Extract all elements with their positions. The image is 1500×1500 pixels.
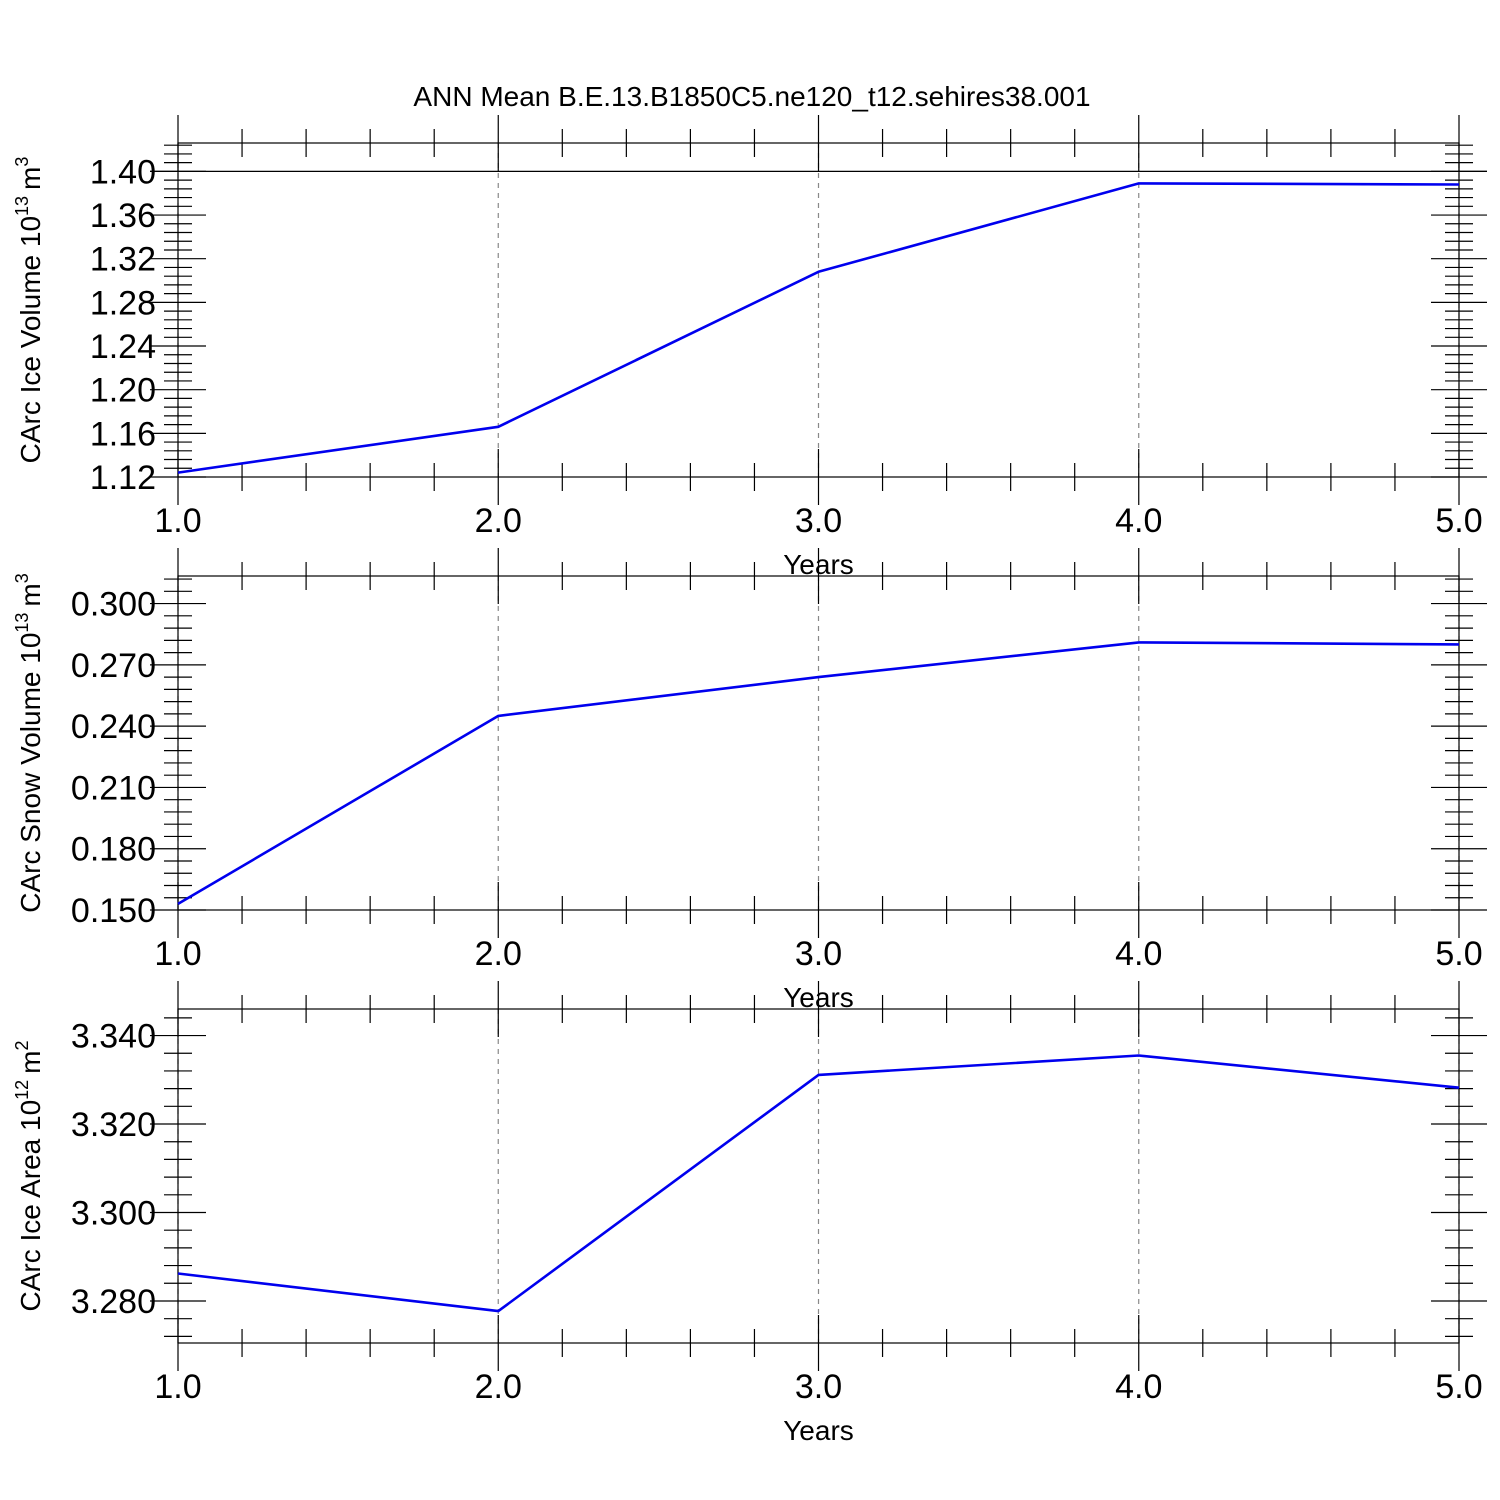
snow-volume-ytick-label-0: 0.150	[71, 892, 156, 930]
snow-volume-y-axis-title-unit: m	[15, 583, 46, 606]
ice-area-y-axis-title-unit-exponent: 2	[12, 1040, 32, 1050]
ice-area-y-axis-title: CArc Ice Area 1012 m2	[12, 1040, 46, 1311]
ice-area-x-axis-title: Years	[783, 1415, 854, 1446]
snow-volume-y-axis-title-main: CArc Snow Volume 10	[15, 633, 46, 913]
ice-volume-ytick-label-6: 1.36	[90, 197, 156, 235]
ice-volume-y-axis-title-unit-exponent: 3	[12, 157, 32, 167]
ice-area-y-axis-title-unit: m	[15, 1051, 46, 1074]
snow-volume-xtick-label-2: 3.0	[795, 935, 842, 973]
snow-volume-ytick-label-3: 0.240	[71, 708, 156, 746]
ice-volume-panel: 1.12 1.16 1.20 1.24 1.28 1.32 1.36 1.40 1.0 2.0 3.…	[12, 115, 1487, 580]
snow-volume-ytick-label-2: 0.210	[71, 769, 156, 807]
ice-area-ytick-label-1: 3.300	[71, 1194, 156, 1232]
snow-volume-xtick-label-4: 5.0	[1435, 935, 1482, 973]
ice-volume-xtick-label-3: 4.0	[1115, 502, 1162, 540]
snow-volume-ytick-label-4: 0.270	[71, 647, 156, 685]
ice-area-xtick-label-1: 2.0	[475, 1368, 522, 1406]
figure-title: ANN Mean B.E.13.B1850C5.ne120_t12.sehire…	[413, 81, 1090, 112]
snow-volume-panel: 0.150 0.180 0.210 0.240 0.270 0.300 1.0 2.0 3.0 4…	[12, 548, 1487, 1013]
ice-volume-y-axis-title-main: CArc Ice Volume 10	[15, 216, 46, 463]
ice-area-y-axis-title-exponent: 12	[12, 1080, 32, 1100]
ice-volume-y-axis-title-unit: m	[15, 167, 46, 190]
ice-area-xtick-label-3: 4.0	[1115, 1368, 1162, 1406]
ice-volume-xtick-label-4: 5.0	[1435, 502, 1482, 540]
ice-area-y-axis-title-main: CArc Ice Area 10	[15, 1100, 46, 1312]
snow-volume-xtick-label-1: 2.0	[475, 935, 522, 973]
ice-volume-ytick-label-3: 1.24	[90, 328, 156, 366]
snow-volume-y-axis-title-unit-exponent: 3	[12, 573, 32, 583]
ice-volume-y-axis-title-exponent: 13	[12, 196, 32, 216]
ice-area-ytick-label-3: 3.340	[71, 1018, 156, 1056]
ice-volume-ytick-label-7: 1.40	[90, 153, 156, 191]
ice-volume-ytick-label-2: 1.20	[90, 372, 156, 410]
ice-area-xtick-label-2: 3.0	[795, 1368, 842, 1406]
ice-volume-ytick-label-4: 1.28	[90, 284, 156, 322]
snow-volume-y-axis-title: CArc Snow Volume 1013 m3	[12, 573, 46, 913]
ice-volume-xtick-label-0: 1.0	[154, 502, 201, 540]
ice-area-panel: 3.280 3.300 3.320 3.340 1.0 2.0 3.0 4.0 5.0 Years…	[12, 981, 1487, 1446]
ice-area-ytick-label-2: 3.320	[71, 1106, 156, 1144]
ice-volume-ytick-label-0: 1.12	[90, 459, 156, 497]
snow-volume-series-line	[177, 641, 1460, 906]
snow-volume-ytick-label-5: 0.300	[71, 586, 156, 624]
ice-volume-ytick-label-1: 1.16	[90, 415, 156, 453]
ice-area-ytick-label-0: 3.280	[71, 1283, 156, 1321]
ice-volume-xtick-label-1: 2.0	[475, 502, 522, 540]
snow-volume-xtick-label-0: 1.0	[154, 935, 201, 973]
ice-volume-ytick-label-5: 1.32	[90, 241, 156, 279]
snow-volume-xtick-label-3: 4.0	[1115, 935, 1162, 973]
snow-volume-y-axis-title-exponent: 13	[12, 613, 32, 633]
snow-volume-ytick-label-1: 0.180	[71, 831, 156, 869]
ice-volume-xtick-label-2: 3.0	[795, 502, 842, 540]
ice-area-xtick-label-4: 5.0	[1435, 1368, 1482, 1406]
panels-group: 1.121.161.201.241.281.321.361.401.0 2.0 3.…	[12, 115, 1487, 1446]
ice-volume-y-axis-title: CArc Ice Volume 1013 m3	[12, 157, 46, 464]
ice-area-xtick-label-0: 1.0	[154, 1368, 201, 1406]
